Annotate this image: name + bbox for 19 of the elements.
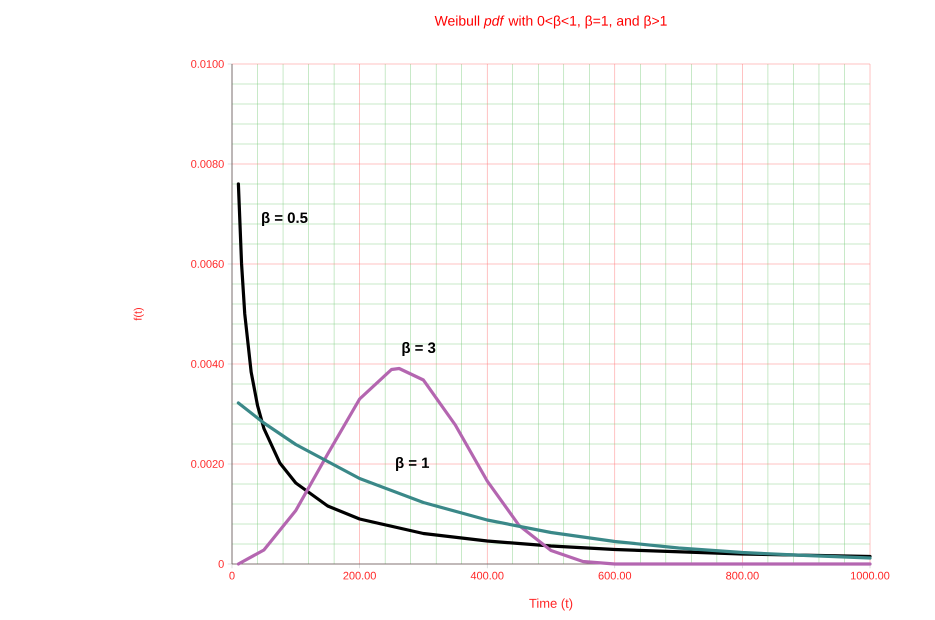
y-tick-label: 0 [218, 560, 224, 568]
line-series [236, 401, 872, 560]
y-axis-title: f(t) [134, 308, 144, 321]
series-label: β = 3 [402, 342, 436, 356]
y-tick-label: 0.0060 [191, 260, 224, 268]
x-tick-label: 200.00 [343, 572, 376, 580]
x-tick-label: 600.00 [598, 572, 632, 580]
y-tick-label: 0.0020 [191, 460, 224, 468]
x-tick-label: 0 [229, 572, 235, 580]
x-tick-label: 400.00 [470, 572, 504, 580]
y-tick-label: 0.0080 [191, 160, 224, 168]
x-axis-title: Time (t) [529, 598, 572, 610]
x-tick-label: 800.00 [726, 572, 759, 580]
y-tick-label: 0.0100 [191, 60, 224, 68]
series-label: β = 0.5 [262, 212, 308, 226]
series-label: β = 1 [396, 457, 430, 471]
chart-title: Weibull pdf with 0<β<1, β=1, and β>1 [434, 15, 667, 28]
y-tick-label: 0.0040 [191, 360, 224, 368]
x-tick-label: 1000.00 [851, 572, 890, 580]
